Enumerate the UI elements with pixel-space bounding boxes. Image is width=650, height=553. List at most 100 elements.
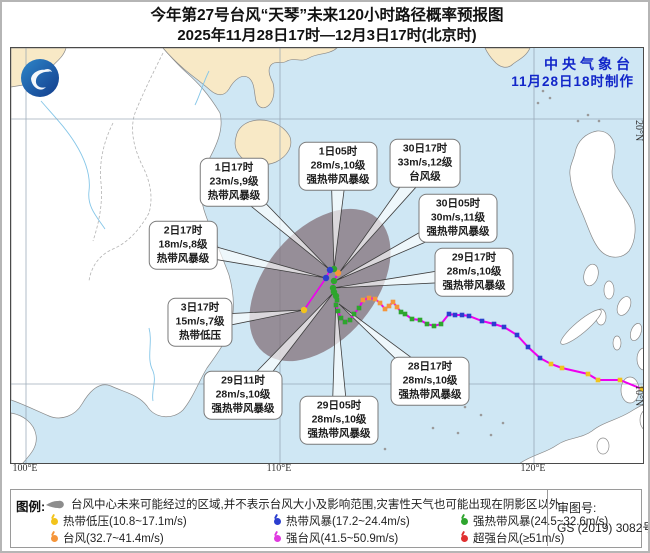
page-title: 今年第27号台风“天琴”未来120小时路径概率预报图 2025年11月28日17… [2, 6, 648, 45]
observed-point [386, 303, 392, 309]
title-line-2: 2025年11月28日17时—12月3日17时(北京时) [177, 27, 477, 44]
observed-point [338, 315, 344, 321]
legend-note: 台风中心未来可能经过的区域,并不表示台风大小及影响范围,灾害性天气也可能出现在阴… [45, 496, 560, 512]
observed-point [501, 324, 507, 330]
observed-point [446, 311, 452, 317]
legend-item-ty: 台风(32.7~41.4m/s) [51, 530, 164, 546]
islands-philippines [560, 263, 643, 455]
observed-point [366, 295, 372, 301]
legend-item-td: 热带低压(10.8~17.1m/s) [51, 513, 187, 529]
observed-point [595, 377, 601, 383]
approval-label: 审图号: [557, 501, 597, 515]
legend-title: 图例: [16, 500, 46, 514]
legend-item-label: 热带低压(10.8~17.1m/s) [63, 516, 187, 528]
td-dot-icon [51, 517, 58, 525]
observed-point [394, 304, 400, 310]
observed-point [390, 299, 396, 305]
ty-dot-icon [51, 534, 58, 542]
observed-point [559, 365, 565, 371]
landmass-borneo [519, 404, 643, 463]
observed-point [398, 309, 404, 315]
legend-item-ts: 热带风暴(17.2~24.4m/s) [274, 513, 410, 529]
observed-point [438, 321, 444, 327]
graticule-gridlines [11, 48, 643, 463]
super-ty-dot-icon [461, 534, 468, 542]
observed-point [514, 332, 520, 338]
observed-point [431, 323, 437, 329]
forecast-point [326, 266, 334, 274]
observed-point [452, 312, 458, 318]
forecast-point [330, 277, 338, 285]
agency-watermark: 中央气象台 11月28日18时制作 [511, 55, 634, 91]
forecast-point [329, 284, 337, 292]
observed-point [585, 371, 591, 377]
legend-divider [547, 490, 548, 546]
rivers [40, 70, 210, 402]
lat-label-20n: 20°N [633, 120, 644, 142]
observed-point [347, 317, 353, 323]
probability-area-icon [46, 500, 64, 509]
observed-point [372, 296, 378, 302]
observed-point [466, 313, 472, 319]
observed-point [548, 361, 554, 367]
legend-item-label: 强热带风暴(24.5~32.6m/s) [473, 516, 609, 528]
observed-point [417, 317, 423, 323]
legend-item-label: 热带风暴(17.2~24.4m/s) [286, 516, 410, 528]
map-approval-number: 审图号: GS (2019) 3082号 [557, 498, 650, 538]
lon-label-110e: 110°E [266, 463, 292, 474]
observed-point [459, 312, 465, 318]
track-map [10, 47, 644, 464]
observed-point [537, 355, 543, 361]
forecast-point [300, 306, 308, 314]
forecast-point [322, 274, 330, 282]
observed-point [639, 386, 643, 392]
sts-dot-icon [461, 517, 468, 525]
observed-point [335, 308, 341, 314]
legend-item-super-ty: 超强台风(≥51m/s) [461, 530, 564, 546]
observed-point [356, 305, 362, 311]
legend-item-label: 强台风(41.5~50.9m/s) [286, 533, 399, 545]
observed-point [382, 306, 388, 312]
legend-item-label: 超强台风(≥51m/s) [473, 533, 565, 545]
observed-point [491, 321, 497, 327]
probability-area [249, 208, 391, 362]
title-line-1: 今年第27号台风“天琴”未来120小时路径概率预报图 [150, 7, 504, 24]
landmass-malay [11, 412, 37, 463]
agency-name: 中央气象台 [544, 56, 634, 72]
observed-point [334, 297, 340, 303]
lat-label-10n: 10°N [633, 385, 644, 407]
legend-item-label: 台风(32.7~41.4m/s) [63, 533, 164, 545]
observed-point [342, 319, 348, 325]
ts-dot-icon [274, 517, 281, 525]
lon-label-120e: 120°E [520, 463, 546, 474]
island-luzon [569, 130, 636, 258]
country-borders [88, 52, 164, 282]
landmass-guangdong [484, 48, 531, 68]
observed-point [409, 316, 415, 322]
observed-point [424, 321, 430, 327]
observed-point [377, 300, 383, 306]
callout-pointer [338, 303, 437, 389]
observed-point [351, 311, 357, 317]
observed-point [617, 377, 623, 383]
map-canvas [11, 48, 643, 463]
forecast-point [334, 269, 342, 277]
cma-logo [21, 59, 59, 97]
legend-note-text: 台风中心未来可能经过的区域,并不表示台风大小及影响范围,灾害性天气也可能出现在阴… [71, 499, 561, 511]
legend-panel: 图例: 台风中心未来可能经过的区域,并不表示台风大小及影响范围,灾害性天气也可能… [10, 489, 648, 548]
landmass-indochina [11, 48, 234, 419]
issue-time: 11月28日18时制作 [511, 74, 634, 89]
island-hainan [234, 119, 292, 166]
observed-point [402, 311, 408, 317]
observed-point [333, 302, 339, 308]
approval-number: GS (2019) 3082号 [557, 521, 650, 535]
legend-item-sty: 强台风(41.5~50.9m/s) [274, 530, 398, 546]
lon-label-100e: 100°E [12, 463, 38, 474]
legend-item-sts: 强热带风暴(24.5~32.6m/s) [461, 513, 608, 529]
observed-point [525, 344, 531, 350]
landmass-china [162, 48, 338, 109]
sty-dot-icon [274, 534, 281, 542]
observed-point [360, 297, 366, 303]
observed-point [479, 318, 485, 324]
